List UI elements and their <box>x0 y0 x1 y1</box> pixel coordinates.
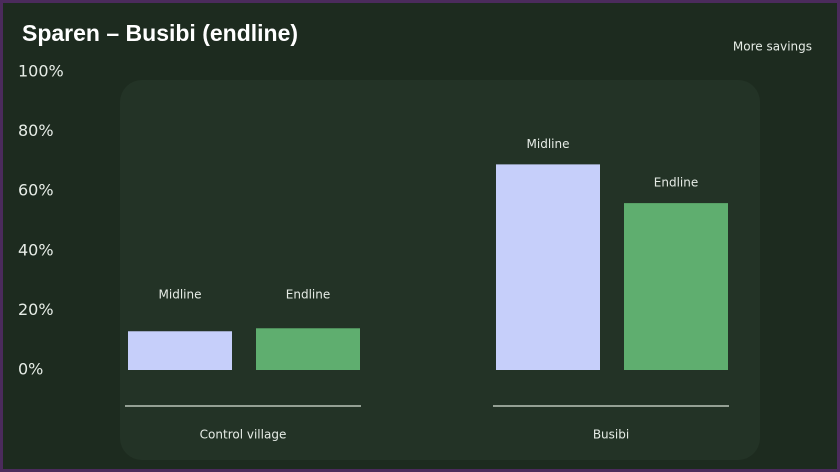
x-tick-label: Busibi <box>593 428 629 442</box>
y-tick-label: 40% <box>18 240 54 259</box>
chart-title: Sparen – Busibi (endline) <box>22 20 298 46</box>
bar-label: Endline <box>654 176 698 190</box>
bar <box>496 164 600 370</box>
y-tick-label: 20% <box>18 300 54 319</box>
y-tick-label: 80% <box>18 121 54 140</box>
bar <box>256 328 360 370</box>
bar <box>624 203 728 370</box>
bar-label: Midline <box>527 137 570 151</box>
bar-label: Endline <box>286 288 330 302</box>
y-tick-label: 60% <box>18 181 54 200</box>
bar <box>128 331 232 370</box>
y-tick-label: 100% <box>18 62 64 81</box>
x-tick-label: Control village <box>200 428 287 442</box>
bar-label: Midline <box>159 288 202 302</box>
y-tick-label: 0% <box>18 360 43 379</box>
annotation: More savings <box>733 40 812 54</box>
